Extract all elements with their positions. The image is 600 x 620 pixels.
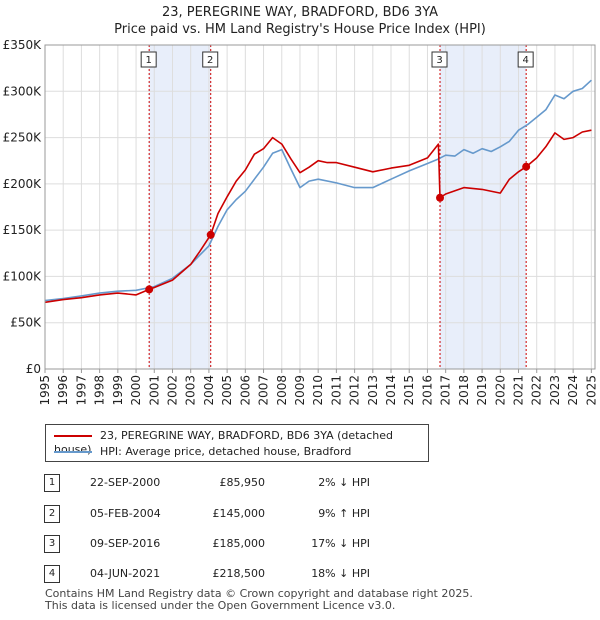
sale-marker-box (140, 51, 157, 68)
x-axis-ticks: 1995 1996 1997 1998 1999 2000 2001 2002 2003 2004… (38, 369, 598, 406)
shaded-period (440, 45, 527, 369)
legend-item-hpi: HPI: Average price, detached house, Brad… (54, 445, 351, 459)
sale-hpi-diff: 9% ↑ HPI (318, 507, 370, 520)
sale-marker-box (431, 51, 448, 68)
x-tick-label: 2024 (566, 375, 580, 406)
x-tick-label: 2012 (348, 375, 362, 406)
sale-date: 22-SEP-2000 (90, 476, 161, 489)
x-tick-label: 2021 (512, 375, 526, 406)
x-tick-label: 2003 (184, 375, 198, 406)
x-tick-label: 2009 (293, 375, 307, 406)
legend-item-property: 23, PEREGRINE WAY, BRADFORD, BD6 3YA (de… (54, 429, 428, 456)
sale-number-badge: 3 (44, 535, 60, 553)
y-tick-label: £350K (3, 38, 43, 52)
y-tick-label: £50K (10, 316, 42, 330)
sale-date: 05-FEB-2004 (90, 507, 161, 520)
sale-marker-boxes: 1 2 3 4 (140, 51, 534, 68)
x-tick-label: 2004 (202, 375, 216, 406)
x-tick-label: 1995 (38, 375, 52, 406)
x-tick-label: 2000 (129, 375, 143, 406)
sale-hpi-diff: 18% ↓ HPI (311, 567, 370, 580)
x-tick-label: 2025 (584, 375, 598, 406)
sale-price: £85,950 (219, 476, 266, 489)
table-row: 3 09-SEP-2016 £185,000 17% ↓ HPI (0, 535, 600, 553)
sale-price: £185,000 (212, 537, 266, 550)
y-tick-label: £250K (3, 131, 43, 145)
x-tick-label: 1998 (93, 375, 107, 406)
footer-copyright: Contains HM Land Registry data © Crown c… (45, 587, 473, 600)
y-tick-label: £100K (3, 269, 43, 283)
price-chart: 1 2 3 4 £0 £50K £100K £150K £200K £250K £300K £350… (3, 38, 599, 406)
sale-marker-lines (148, 45, 527, 369)
legend-swatch-hpi (54, 451, 92, 453)
y-tick-label: £200K (3, 177, 43, 191)
sale-point (145, 285, 154, 294)
x-tick-label: 2010 (311, 375, 325, 406)
x-tick-label: 2016 (420, 375, 434, 406)
sale-hpi-diff: 2% ↓ HPI (318, 476, 370, 489)
sale-date: 09-SEP-2016 (90, 537, 161, 550)
table-row: 2 05-FEB-2004 £145,000 9% ↑ HPI (0, 505, 600, 523)
x-tick-label: 2011 (329, 375, 343, 406)
property-series-layer (44, 129, 592, 304)
x-tick-label: 1996 (56, 375, 70, 406)
sale-price: £218,500 (212, 567, 266, 580)
y-tick-label: £0 (26, 362, 41, 376)
x-tick-label: 1997 (74, 375, 88, 406)
sale-point (522, 162, 531, 171)
x-tick-label: 2017 (439, 375, 453, 406)
legend-swatch-property (54, 435, 92, 437)
x-tick-label: 2006 (238, 375, 252, 406)
property-series-line (44, 129, 592, 304)
sale-marker-label: 3 (436, 55, 442, 66)
x-tick-label: 2013 (366, 375, 380, 406)
sale-marker-label: 1 (145, 55, 151, 66)
footer-licence: This data is licensed under the Open Gov… (45, 599, 396, 612)
footer: Contains HM Land Registry data © Crown c… (45, 588, 473, 612)
legend: 23, PEREGRINE WAY, BRADFORD, BD6 3YA (de… (45, 424, 429, 462)
x-tick-label: 2023 (548, 375, 562, 406)
sale-hpi-diff: 17% ↓ HPI (311, 537, 370, 550)
sale-number-badge: 4 (44, 565, 60, 583)
y-tick-label: £150K (3, 223, 43, 237)
sale-marker-label: 4 (522, 55, 528, 66)
sale-points (145, 162, 531, 294)
x-tick-label: 2005 (220, 375, 234, 406)
x-tick-label: 2018 (457, 375, 471, 406)
x-tick-label: 2002 (165, 375, 179, 406)
plot-frame (44, 44, 596, 370)
sale-number-badge: 2 (44, 505, 60, 523)
sale-price: £145,000 (212, 507, 266, 520)
sale-point (206, 230, 215, 239)
x-tick-label: 2001 (147, 375, 161, 406)
sale-date: 04-JUN-2021 (90, 567, 161, 580)
x-tick-label: 2020 (493, 375, 507, 406)
x-tick-label: 2019 (475, 375, 489, 406)
x-tick-label: 2015 (402, 375, 416, 406)
chart-title: 23, PEREGRINE WAY, BRADFORD, BD6 3YA Pri… (0, 4, 600, 38)
sale-marker-label: 2 (207, 55, 213, 66)
sale-marker-box (517, 51, 534, 68)
sale-marker-box (202, 51, 219, 68)
sale-number-badge: 1 (44, 474, 60, 492)
shaded-period (149, 45, 211, 369)
x-tick-label: 2014 (384, 375, 398, 406)
x-tick-label: 2008 (275, 375, 289, 406)
x-tick-label: 2022 (530, 375, 544, 406)
x-tick-label: 1999 (111, 375, 125, 406)
chart-title-line2: Price paid vs. HM Land Registry's House … (114, 22, 486, 37)
shaded-periods (149, 45, 527, 369)
table-row: 4 04-JUN-2021 £218,500 18% ↓ HPI (0, 565, 600, 583)
table-row: 1 22-SEP-2000 £85,950 2% ↓ HPI (0, 474, 600, 492)
y-tick-label: £300K (3, 84, 43, 98)
chart-title-line1: 23, PEREGRINE WAY, BRADFORD, BD6 3YA (161, 5, 439, 20)
y-axis-ticks: £0 £50K £100K £150K £200K £250K £300K £350K (3, 38, 43, 376)
sale-point (436, 193, 445, 202)
x-tick-label: 2007 (257, 375, 271, 406)
legend-label-hpi: HPI: Average price, detached house, Brad… (100, 445, 352, 458)
